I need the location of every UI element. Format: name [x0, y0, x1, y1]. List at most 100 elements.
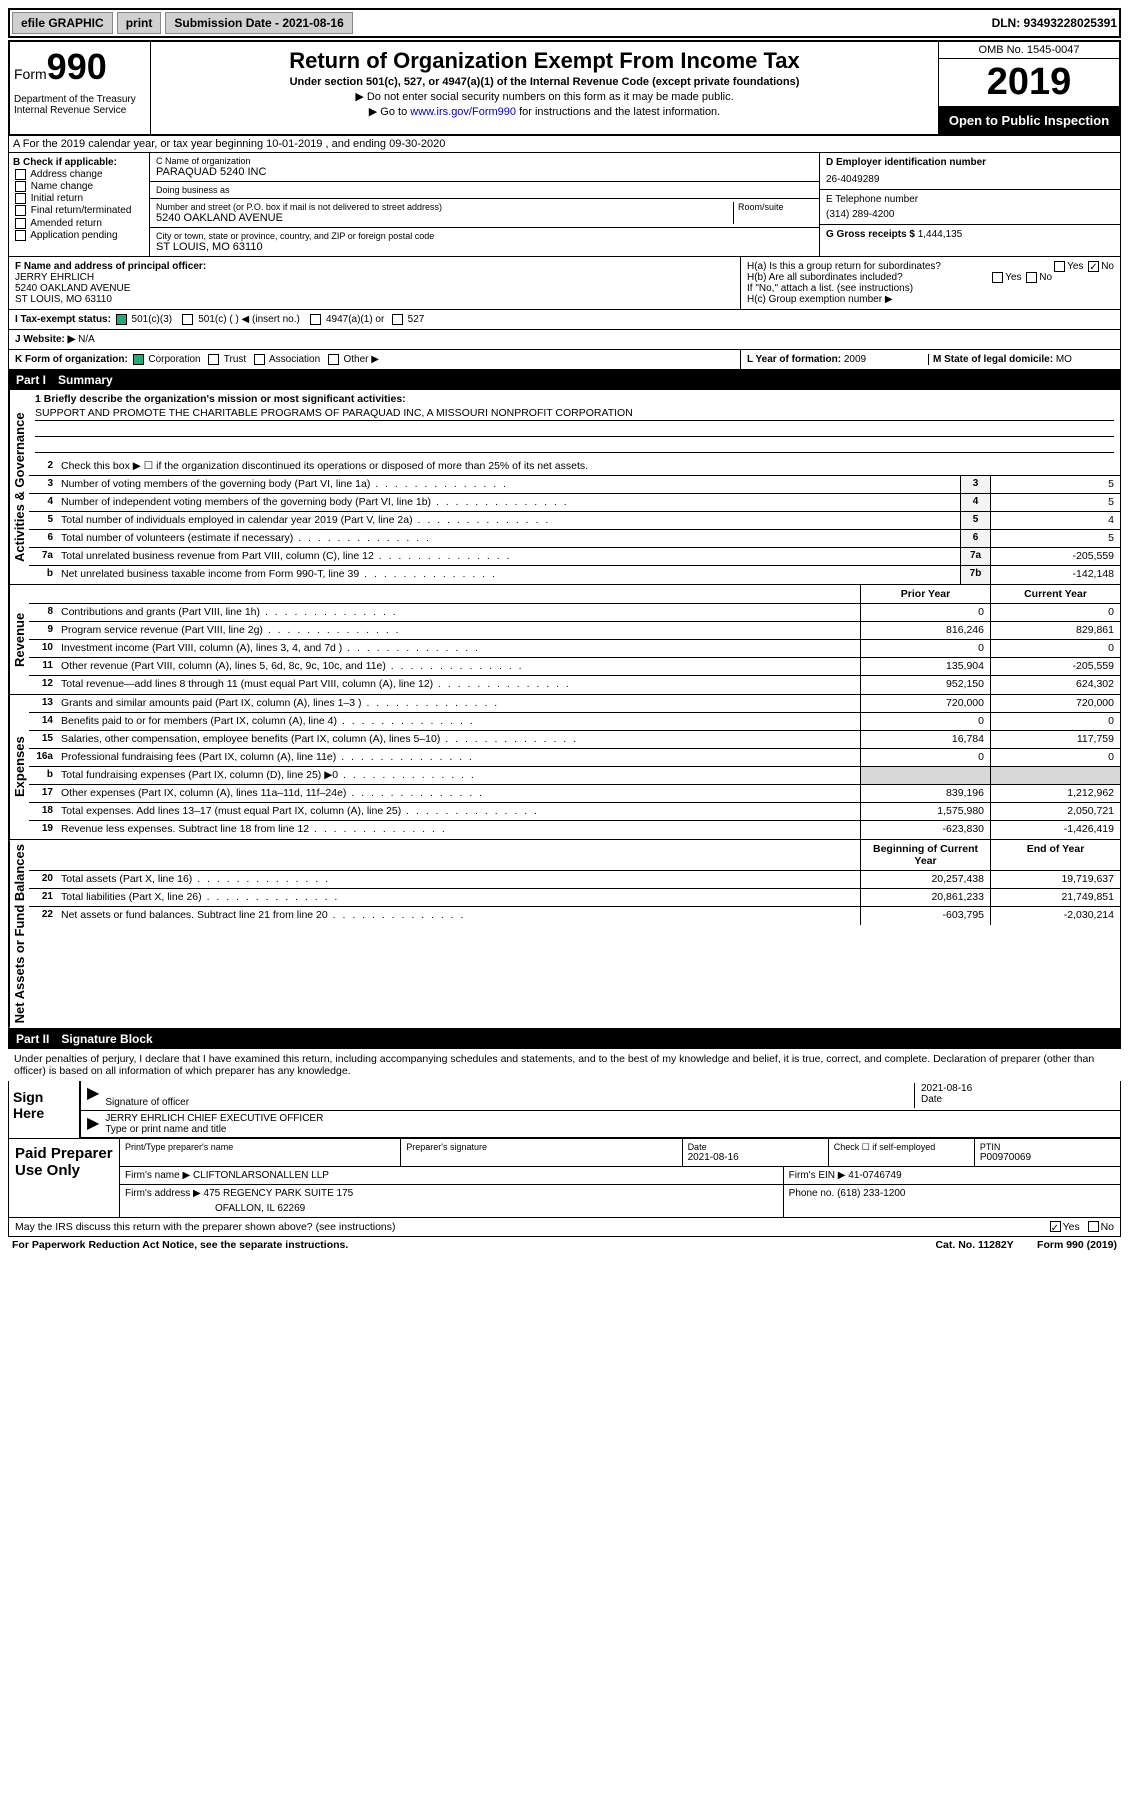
address-value: 5240 OAKLAND AVENUE — [156, 212, 733, 224]
firm-addr2: OFALLON, IL 62269 — [215, 1203, 778, 1214]
section-governance: Activities & Governance 1 Briefly descri… — [8, 390, 1121, 585]
form-footer: Form 990 (2019) — [1037, 1239, 1117, 1251]
check-application-pending[interactable]: Application pending — [13, 230, 145, 241]
signature-arrow-icon-2: ▶ — [87, 1113, 99, 1135]
firm-ein-label: Firm's EIN ▶ — [789, 1170, 846, 1181]
omb-number: OMB No. 1545-0047 — [939, 42, 1119, 59]
summary-row: 12Total revenue—add lines 8 through 11 (… — [29, 676, 1120, 694]
summary-row: 5Total number of individuals employed in… — [29, 512, 1120, 530]
ptin-label: PTIN — [980, 1142, 1115, 1152]
part1-header: Part I Summary — [8, 370, 1121, 390]
phone-value: (314) 289-4200 — [826, 209, 1114, 220]
address-label: Number and street (or P.O. box if mail i… — [156, 202, 733, 212]
self-employed-check[interactable]: Check ☐ if self-employed — [834, 1142, 969, 1153]
firm-ein: 41-0746749 — [848, 1170, 901, 1181]
firm-phone-label: Phone no. — [789, 1188, 835, 1199]
cat-no: Cat. No. 11282Y — [935, 1239, 1013, 1251]
irs-link[interactable]: www.irs.gov/Form990 — [410, 106, 516, 118]
paid-preparer-label: Paid Preparer Use Only — [9, 1139, 119, 1217]
preparer-sig-label: Preparer's signature — [406, 1142, 676, 1152]
mission-label: 1 Briefly describe the organization's mi… — [35, 393, 1114, 405]
firm-phone: (618) 233-1200 — [837, 1188, 905, 1199]
summary-row: 16aProfessional fundraising fees (Part I… — [29, 749, 1120, 767]
summary-row: 10Investment income (Part VIII, column (… — [29, 640, 1120, 658]
domicile-label: M State of legal domicile: — [933, 354, 1053, 365]
open-public-badge: Open to Public Inspection — [939, 107, 1119, 134]
summary-row: 3Number of voting members of the governi… — [29, 476, 1120, 494]
vlabel-net: Net Assets or Fund Balances — [9, 840, 29, 1027]
col-current-year: Current Year — [990, 585, 1120, 603]
vlabel-revenue: Revenue — [9, 585, 29, 694]
summary-row: 9Program service revenue (Part VIII, lin… — [29, 622, 1120, 640]
check-address-change[interactable]: Address change — [13, 169, 145, 180]
city-value: ST LOUIS, MO 63110 — [156, 241, 813, 253]
summary-row: 21Total liabilities (Part X, line 26)20,… — [29, 889, 1120, 907]
officer-name: JERRY EHRLICH — [15, 272, 734, 283]
vlabel-expenses: Expenses — [9, 695, 29, 839]
ptin-value: P00970069 — [980, 1152, 1115, 1163]
tax-year: 2019 — [939, 59, 1119, 107]
phone-label: E Telephone number — [826, 194, 1114, 205]
section-net-assets: Net Assets or Fund Balances Beginning of… — [8, 840, 1121, 1028]
summary-row: 8Contributions and grants (Part VIII, li… — [29, 604, 1120, 622]
check-initial-return[interactable]: Initial return — [13, 193, 145, 204]
form-title: Return of Organization Exempt From Incom… — [155, 48, 934, 74]
mission-text: SUPPORT AND PROMOTE THE CHARITABLE PROGR… — [35, 407, 1114, 421]
note-link: ▶ Go to www.irs.gov/Form990 for instruct… — [155, 105, 934, 118]
gross-receipts-label: G Gross receipts $ — [826, 229, 915, 240]
sign-here-label: Sign Here — [9, 1081, 79, 1138]
vlabel-governance: Activities & Governance — [9, 390, 29, 584]
hb-row: H(b) Are all subordinates included? Yes … — [747, 272, 1114, 283]
entity-info: B Check if applicable: Address change Na… — [8, 153, 1121, 257]
website-row: J Website: ▶ N/A — [9, 330, 1120, 349]
form-header: Form990 Department of the Treasury Inter… — [8, 40, 1121, 136]
year-formation-label: L Year of formation: — [747, 354, 841, 365]
org-name-label: C Name of organization — [156, 156, 813, 166]
year-formation-value: 2009 — [844, 354, 866, 365]
hc-row: H(c) Group exemption number ▶ — [747, 294, 1114, 305]
summary-row: bNet unrelated business taxable income f… — [29, 566, 1120, 584]
firm-addr-label: Firm's address ▶ — [125, 1188, 201, 1199]
firm-name-label: Firm's name ▶ — [125, 1170, 190, 1181]
section-revenue: Revenue Prior Year Current Year 8Contrib… — [8, 585, 1121, 695]
officer-addr1: 5240 OAKLAND AVENUE — [15, 283, 734, 294]
print-name-label: Print/Type preparer's name — [125, 1142, 395, 1152]
gross-receipts-value: 1,444,135 — [918, 229, 963, 240]
part2-header: Part II Signature Block — [8, 1029, 1121, 1049]
col-end-year: End of Year — [990, 840, 1120, 870]
form-number: Form990 — [14, 46, 146, 88]
summary-row: 20Total assets (Part X, line 16)20,257,4… — [29, 871, 1120, 889]
room-label: Room/suite — [738, 202, 813, 212]
hb-note: If "No," attach a list. (see instruction… — [747, 283, 1114, 294]
summary-row: 14Benefits paid to or for members (Part … — [29, 713, 1120, 731]
col-prior-year: Prior Year — [860, 585, 990, 603]
summary-row: 11Other revenue (Part VIII, column (A), … — [29, 658, 1120, 676]
sig-officer-label: Signature of officer — [105, 1097, 914, 1108]
summary-row: 4Number of independent voting members of… — [29, 494, 1120, 512]
sig-date-label: Date — [921, 1094, 1114, 1105]
summary-row: bTotal fundraising expenses (Part IX, co… — [29, 767, 1120, 785]
check-name-change[interactable]: Name change — [13, 181, 145, 192]
officer-addr2: ST LOUIS, MO 63110 — [15, 294, 734, 305]
print-button[interactable]: print — [117, 12, 162, 34]
dept-label: Department of the Treasury Internal Reve… — [14, 94, 146, 116]
dln-label: DLN: 93493228025391 — [992, 16, 1117, 30]
form-subtitle: Under section 501(c), 527, or 4947(a)(1)… — [155, 76, 934, 88]
firm-addr1: 475 REGENCY PARK SUITE 175 — [204, 1188, 354, 1199]
summary-row: 15Salaries, other compensation, employee… — [29, 731, 1120, 749]
ein-label: D Employer identification number — [826, 157, 1114, 168]
city-label: City or town, state or province, country… — [156, 231, 813, 241]
officer-name-title: JERRY EHRLICH CHIEF EXECUTIVE OFFICER — [105, 1113, 1114, 1124]
sig-date-value: 2021-08-16 — [921, 1083, 1114, 1094]
check-final-return[interactable]: Final return/terminated — [13, 205, 145, 216]
org-name: PARAQUAD 5240 INC — [156, 166, 813, 178]
signature-arrow-icon: ▶ — [87, 1083, 99, 1108]
summary-row: 13Grants and similar amounts paid (Part … — [29, 695, 1120, 713]
perjury-declaration: Under penalties of perjury, I declare th… — [8, 1049, 1121, 1081]
submission-date-label: Submission Date - 2021-08-16 — [165, 12, 352, 34]
form-of-org-row: K Form of organization: Corporation Trus… — [9, 350, 740, 369]
summary-row: 6Total number of volunteers (estimate if… — [29, 530, 1120, 548]
efile-graphic-label: efile GRAPHIC — [12, 12, 113, 34]
check-amended[interactable]: Amended return — [13, 218, 145, 229]
paperwork-notice: For Paperwork Reduction Act Notice, see … — [12, 1239, 348, 1251]
